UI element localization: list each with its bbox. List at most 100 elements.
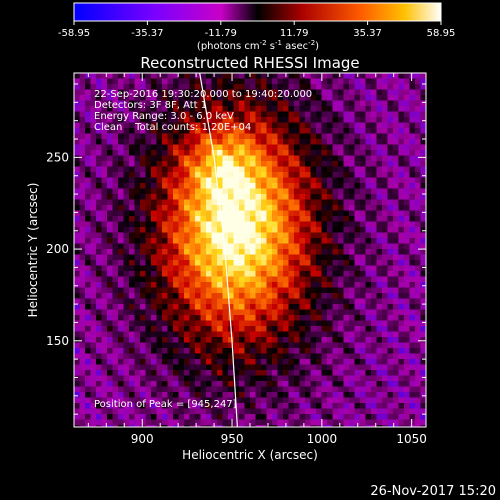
heatmap-cell xyxy=(74,419,80,426)
heatmap-cell xyxy=(387,342,394,349)
heatmap-cell xyxy=(134,78,141,85)
heatmap-cell xyxy=(360,199,366,206)
heatmap-cell xyxy=(409,408,416,415)
heatmap-cell xyxy=(404,293,410,299)
heatmap-cell xyxy=(123,265,130,272)
heatmap-cell xyxy=(239,337,245,343)
heatmap-cell xyxy=(360,353,366,360)
heatmap-cell xyxy=(404,133,410,140)
heatmap-cell xyxy=(255,364,262,371)
heatmap-cell xyxy=(316,315,322,321)
heatmap-cell xyxy=(299,359,306,365)
heatmap-cell xyxy=(261,397,267,404)
heatmap-cell xyxy=(409,106,416,112)
heatmap-cell xyxy=(222,194,229,200)
heatmap-cell xyxy=(266,199,273,206)
heatmap-cell xyxy=(283,309,289,316)
heatmap-cell xyxy=(184,271,190,277)
heatmap-cell xyxy=(398,408,405,415)
heatmap-cell xyxy=(393,166,399,173)
heatmap-cell xyxy=(233,161,240,167)
heatmap-cell xyxy=(145,276,152,283)
heatmap-cell xyxy=(140,150,146,156)
heatmap-cell xyxy=(129,238,135,244)
heatmap-cell xyxy=(398,249,405,255)
heatmap-cell xyxy=(217,414,223,420)
heatmap-cell xyxy=(343,403,350,409)
heatmap-cell xyxy=(107,331,113,338)
heatmap-cell xyxy=(233,133,240,140)
heatmap-cell xyxy=(393,199,399,206)
heatmap-cell xyxy=(200,304,207,310)
heatmap-cell xyxy=(145,425,152,427)
heatmap-cell xyxy=(404,144,410,151)
heatmap-cell xyxy=(178,381,185,387)
heatmap-cell xyxy=(343,117,350,123)
heatmap-cell xyxy=(299,210,306,217)
heatmap-cell xyxy=(184,84,190,90)
heatmap-cell xyxy=(255,403,262,409)
heatmap-cell xyxy=(294,381,300,387)
heatmap-cell xyxy=(404,73,410,79)
heatmap-cell xyxy=(277,161,284,167)
heatmap-cell xyxy=(107,276,113,283)
heatmap-cell xyxy=(151,73,157,79)
heatmap-cell xyxy=(266,111,273,118)
heatmap-cell xyxy=(382,265,388,272)
heatmap-cell xyxy=(255,78,262,85)
heatmap-cell xyxy=(244,276,251,283)
heatmap-cell xyxy=(129,315,135,321)
heatmap-cell xyxy=(129,337,135,343)
heatmap-cell xyxy=(409,155,416,162)
heatmap-cell xyxy=(244,408,251,415)
heatmap-cell xyxy=(211,199,218,206)
heatmap-cell xyxy=(167,331,174,338)
heatmap-cell xyxy=(173,238,179,244)
heatmap-cell xyxy=(222,425,229,427)
heatmap-cell xyxy=(107,238,113,244)
heatmap-cell xyxy=(140,95,146,101)
heatmap-cell xyxy=(288,276,295,283)
heatmap-cell xyxy=(283,326,289,332)
heatmap-cell xyxy=(156,370,163,376)
heatmap-cell xyxy=(338,172,344,178)
heatmap-cell xyxy=(266,73,273,79)
heatmap-cell xyxy=(250,260,256,266)
heatmap-cell xyxy=(387,408,394,415)
heatmap-cell xyxy=(200,370,207,376)
heatmap-cell xyxy=(107,348,113,354)
heatmap-cell xyxy=(112,166,119,173)
heatmap-cell xyxy=(145,78,152,85)
heatmap-cell xyxy=(151,210,157,217)
heatmap-cell xyxy=(167,117,174,123)
heatmap-cell xyxy=(228,111,234,118)
heatmap-cell xyxy=(404,309,410,316)
heatmap-cell xyxy=(167,133,174,140)
heatmap-cell xyxy=(162,106,168,112)
heatmap-cell xyxy=(178,199,185,206)
heatmap-cell xyxy=(283,414,289,420)
heatmap-cell xyxy=(90,177,97,184)
heatmap-cell xyxy=(140,408,146,415)
heatmap-cell xyxy=(184,111,190,118)
heatmap-cell xyxy=(107,287,113,294)
heatmap-cell xyxy=(151,150,157,156)
heatmap-cell xyxy=(167,265,174,272)
heatmap-cell xyxy=(327,183,333,189)
heatmap-cell xyxy=(250,155,256,162)
heatmap-cell xyxy=(239,232,245,239)
heatmap-cell xyxy=(112,238,119,244)
heatmap-cell xyxy=(299,419,306,426)
heatmap-cell xyxy=(244,117,251,123)
heatmap-cell xyxy=(112,408,119,415)
heatmap-cell xyxy=(184,177,190,184)
heatmap-cell xyxy=(332,177,339,184)
heatmap-cell xyxy=(173,144,179,151)
heatmap-cell xyxy=(349,73,355,79)
heatmap-cell xyxy=(140,73,146,79)
heatmap-cell xyxy=(255,315,262,321)
heatmap-cell xyxy=(382,78,388,85)
heatmap-cell xyxy=(140,342,146,349)
heatmap-cell xyxy=(294,320,300,327)
heatmap-cell xyxy=(112,205,119,211)
